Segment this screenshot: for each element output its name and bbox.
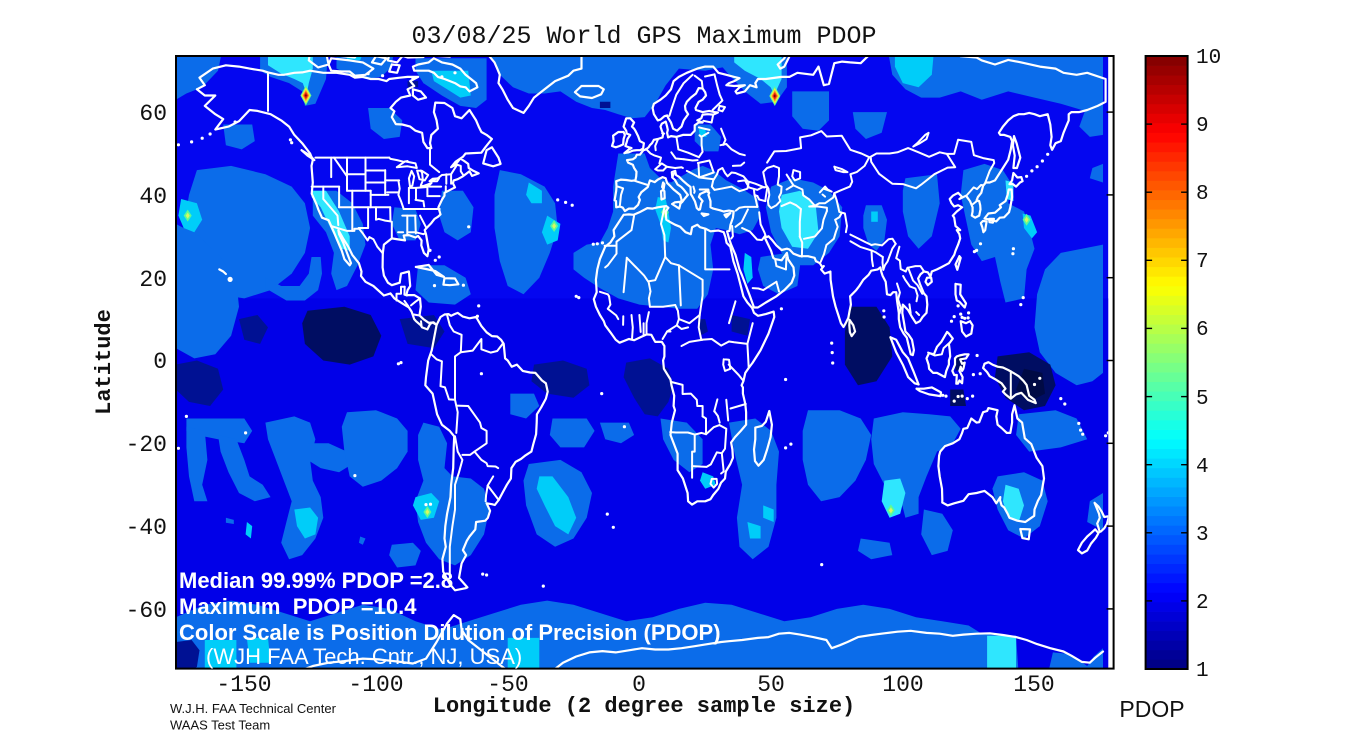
svg-text:(WJH FAA Tech. Cntr., NJ, USA): (WJH FAA Tech. Cntr., NJ, USA) [206,644,522,669]
svg-text:60: 60 [139,101,167,127]
svg-text:W.J.H. FAA Technical Center: W.J.H. FAA Technical Center [170,701,337,716]
svg-text:-50: -50 [487,672,528,698]
svg-text:3: 3 [1196,524,1209,547]
svg-text:1: 1 [1196,660,1209,683]
svg-text:-60: -60 [126,598,167,624]
svg-text:WAAS Test Team: WAAS Test Team [170,718,270,733]
svg-text:-40: -40 [126,515,167,541]
svg-text:-20: -20 [126,432,167,458]
svg-text:0: 0 [632,672,646,698]
svg-text:-150: -150 [216,672,271,698]
svg-text:20: 20 [139,267,167,293]
svg-text:Latitude: Latitude [92,309,117,415]
svg-text:7: 7 [1196,251,1209,274]
svg-text:8: 8 [1196,183,1209,206]
svg-text:10: 10 [1196,47,1221,70]
svg-text:2: 2 [1196,592,1209,615]
svg-text:4: 4 [1196,456,1209,479]
svg-text:Median 99.99% PDOP =2.8: Median 99.99% PDOP =2.8 [179,568,453,593]
svg-text:50: 50 [757,672,785,698]
svg-text:Longitude (2 degree sample siz: Longitude (2 degree sample size) [433,694,855,719]
svg-text:40: 40 [139,184,167,210]
svg-text:9: 9 [1196,115,1209,138]
svg-text:5: 5 [1196,388,1209,411]
svg-text:PDOP: PDOP [1119,696,1184,722]
svg-text:6: 6 [1196,319,1209,342]
svg-text:-100: -100 [348,672,403,698]
svg-text:100: 100 [882,672,923,698]
svg-text:Maximum PDOP =10.4: Maximum PDOP =10.4 [179,594,417,619]
svg-text:150: 150 [1013,672,1054,698]
svg-text:03/08/25 World GPS Maximum PDO: 03/08/25 World GPS Maximum PDOP [411,22,876,51]
svg-text:0: 0 [153,349,167,375]
svg-text:Color Scale is Position Diluti: Color Scale is Position Dilution of Prec… [179,620,721,645]
